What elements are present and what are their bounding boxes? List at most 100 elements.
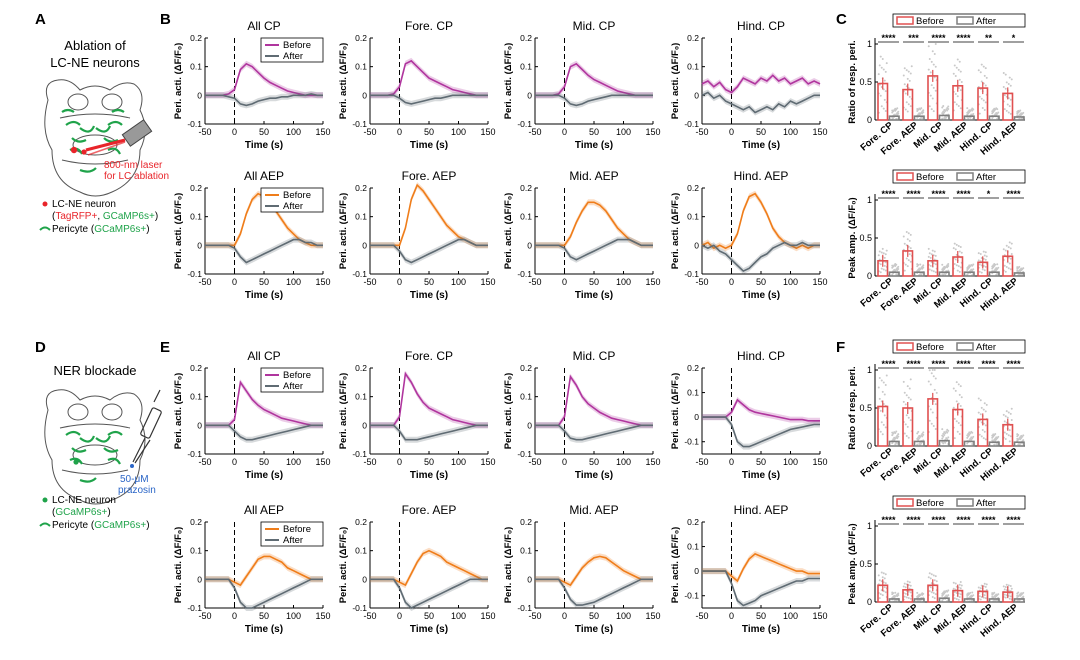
sem-band-before: [370, 370, 488, 429]
data-point: [881, 433, 884, 436]
trace-title: All CP: [247, 349, 280, 363]
data-point: [918, 434, 921, 437]
data-point: [956, 269, 959, 272]
data-point: [984, 251, 987, 254]
data-point: [1003, 593, 1006, 596]
data-point: [919, 594, 922, 597]
data-point: [1003, 108, 1006, 111]
data-point: [907, 103, 910, 106]
data-point: [1020, 112, 1023, 115]
data-point: [953, 437, 956, 440]
y-tick-label: 0.2: [190, 363, 202, 373]
data-point: [947, 436, 950, 439]
data-point: [1021, 268, 1024, 271]
data-point: [958, 270, 961, 273]
data-point: [903, 83, 906, 86]
legend-label-before: Before: [283, 524, 311, 535]
data-point: [966, 436, 969, 439]
y-tick-label: 0.1: [355, 62, 367, 72]
data-point: [895, 113, 898, 116]
data-point: [968, 264, 971, 267]
y-tick-label: 0.2: [687, 33, 699, 43]
data-point: [880, 66, 883, 69]
data-point: [982, 99, 985, 102]
y-tick-label: 0.2: [520, 517, 532, 527]
data-point: [979, 413, 982, 416]
data-point: [897, 112, 900, 115]
y-tick-label: 0.1: [687, 388, 699, 398]
data-point: [1007, 111, 1010, 114]
data-point: [1009, 435, 1012, 438]
data-point: [1007, 411, 1010, 414]
data-point: [983, 582, 986, 585]
data-point: [967, 112, 970, 115]
data-point: [934, 575, 937, 578]
data-point: [1019, 442, 1022, 445]
sem-band-before: [205, 379, 323, 429]
data-point: [991, 593, 994, 596]
series-line-before: [535, 201, 653, 247]
data-point: [959, 593, 962, 596]
x-tick-label: 50: [756, 457, 766, 467]
x-tick-label: 50: [424, 127, 434, 137]
data-point: [946, 109, 949, 112]
data-point: [954, 582, 957, 585]
data-point: [884, 109, 887, 112]
y-tick-label: 0.2: [687, 363, 699, 373]
data-point: [930, 60, 933, 63]
data-point: [942, 435, 945, 438]
data-point: [922, 266, 925, 269]
trace-title: Hind. AEP: [734, 169, 789, 183]
bar-after: [963, 271, 975, 277]
data-point: [1010, 407, 1013, 410]
x-tick-label: 150: [480, 127, 495, 137]
data-point: [916, 599, 919, 602]
data-point: [957, 383, 960, 386]
individual-points: [1002, 241, 1025, 277]
x-tick-label: 100: [286, 457, 301, 467]
data-point: [918, 107, 921, 110]
data-point: [919, 108, 922, 111]
y-tick-label: -0.1: [352, 449, 367, 459]
sem-band-before: [702, 396, 820, 424]
data-point: [957, 105, 960, 108]
data-point: [1009, 595, 1012, 598]
y-axis-label: Peri. acti. (ΔF/F₀): [503, 527, 514, 604]
data-point: [966, 434, 969, 437]
data-point: [993, 591, 996, 594]
data-point: [918, 269, 921, 272]
data-point: [927, 576, 930, 579]
data-point: [984, 101, 987, 104]
y-tick-label: 0.5: [859, 403, 872, 413]
data-point: [972, 435, 975, 438]
x-tick-label: 50: [589, 457, 599, 467]
y-tick-label: 0.1: [190, 392, 202, 402]
data-point: [943, 265, 946, 268]
x-tick-label: -50: [363, 611, 376, 621]
data-point: [994, 596, 997, 599]
data-point: [1005, 410, 1008, 413]
data-point: [895, 430, 898, 433]
x-tick-label: 50: [756, 127, 766, 137]
trace-title: Fore. AEP: [402, 169, 457, 183]
data-point: [941, 441, 944, 444]
series-line-after: [702, 416, 820, 448]
data-point: [1020, 117, 1023, 120]
data-point: [906, 580, 909, 583]
sem-band-before: [702, 72, 820, 96]
data-point: [979, 71, 982, 74]
data-point: [946, 595, 949, 598]
x-tick-label: -50: [198, 457, 211, 467]
data-point: [884, 253, 887, 256]
bar-legend-label-before: Before: [916, 342, 944, 353]
data-point: [945, 265, 948, 268]
data-point: [908, 95, 911, 98]
data-point: [1017, 591, 1020, 594]
data-point: [878, 397, 881, 400]
data-point: [1004, 249, 1007, 252]
data-point: [930, 108, 933, 111]
data-point: [984, 410, 987, 413]
data-point: [1008, 597, 1011, 600]
data-point: [927, 255, 930, 258]
